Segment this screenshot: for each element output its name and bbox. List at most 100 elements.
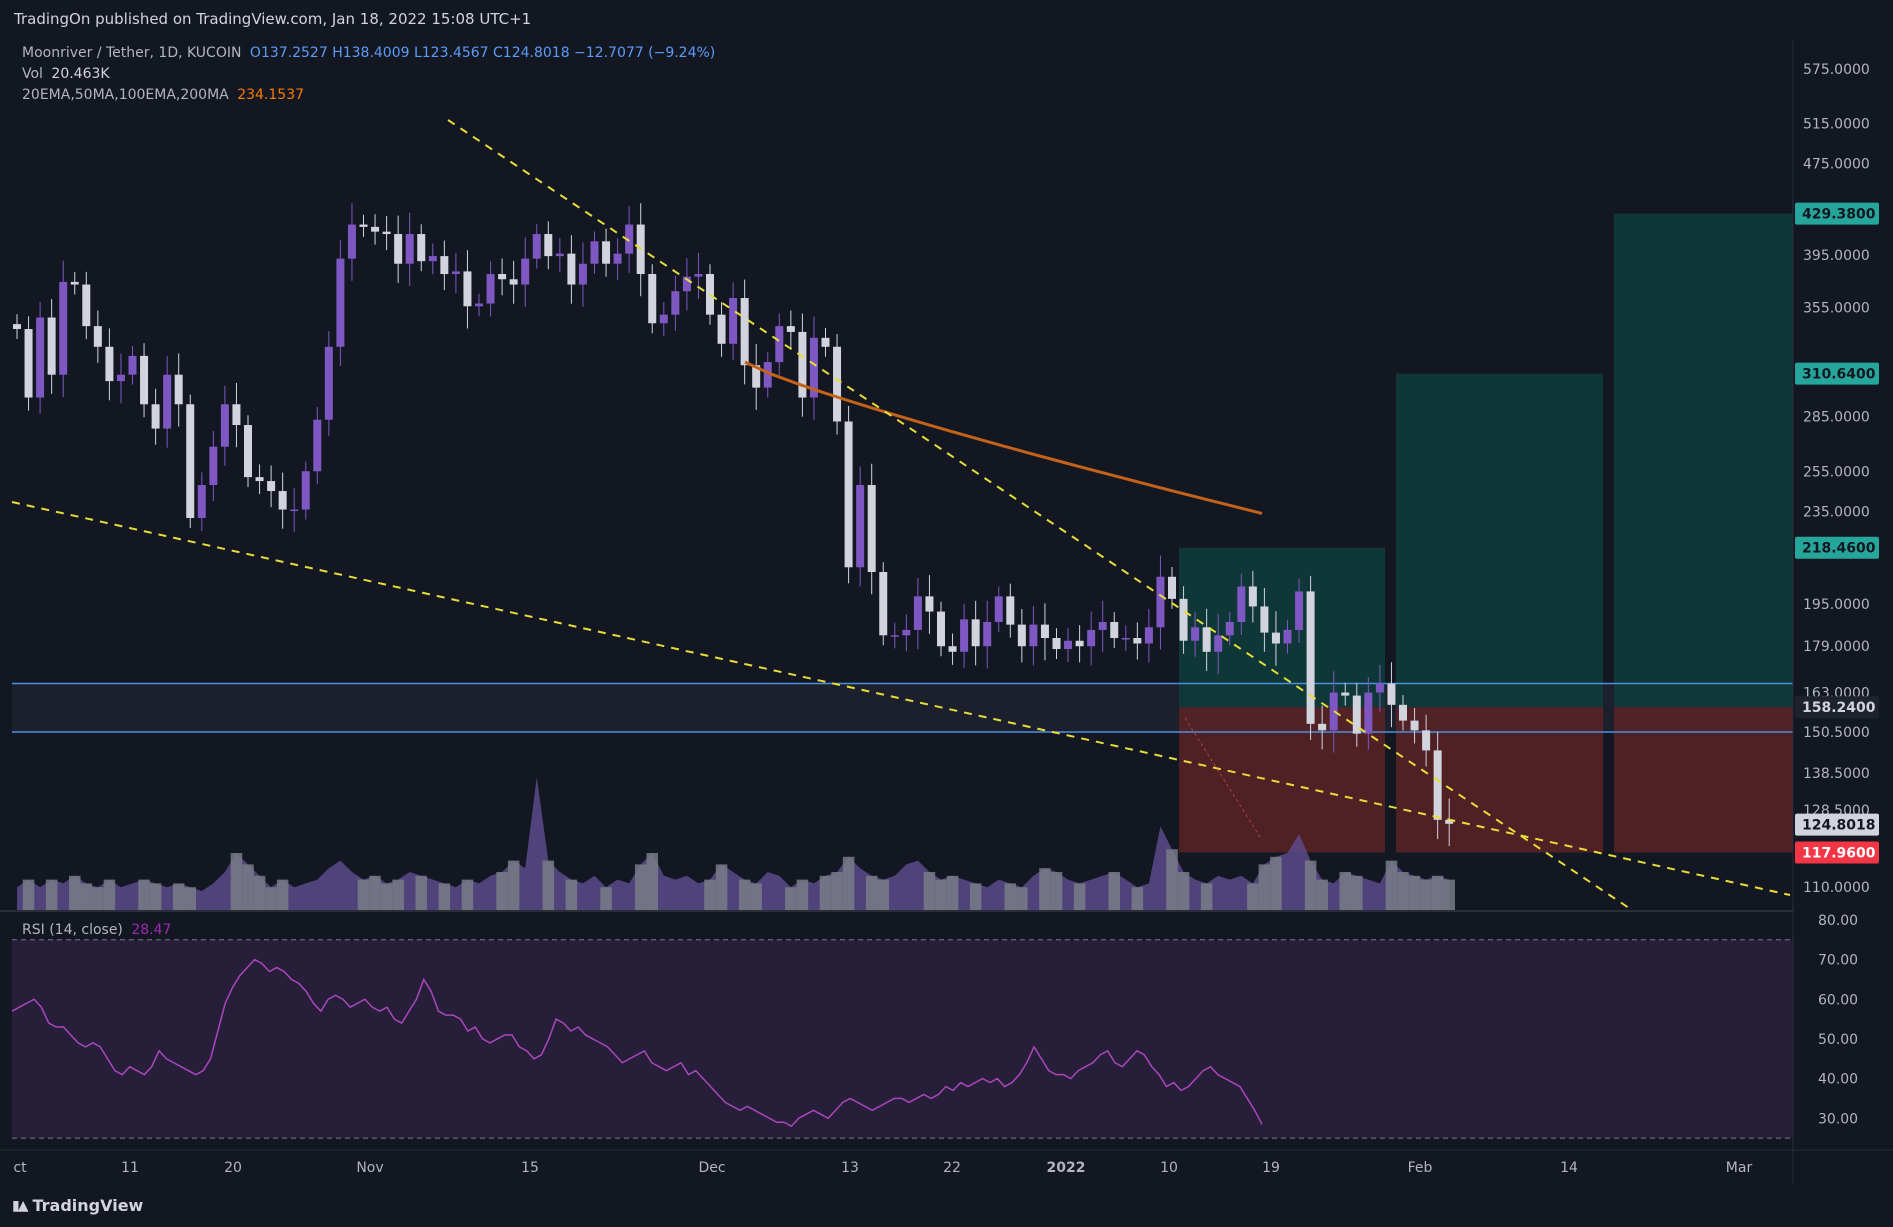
volume-bar bbox=[819, 875, 832, 910]
candle-body bbox=[290, 509, 299, 512]
rsi-tick-label: 40.00 bbox=[1818, 1072, 1858, 1088]
candle-body bbox=[1040, 624, 1049, 639]
candle-body bbox=[1075, 640, 1084, 647]
volume-bar bbox=[1200, 883, 1213, 910]
candle-body bbox=[625, 224, 634, 254]
volume-bar bbox=[1131, 887, 1144, 910]
candle-body bbox=[1144, 627, 1153, 644]
candle-body bbox=[475, 303, 483, 307]
rsi-layer bbox=[11, 939, 1793, 1139]
tradingview-logo[interactable]: ▮▲ TradingView bbox=[12, 1196, 143, 1215]
candle-body bbox=[1295, 591, 1304, 630]
volume-bar bbox=[1316, 879, 1328, 910]
candle-body bbox=[1283, 629, 1292, 644]
legend-symbol: Moonriver / Tether, 1D, KUCOIN bbox=[22, 45, 242, 61]
candle-body bbox=[1202, 627, 1211, 652]
time-tick-label: 13 bbox=[841, 1160, 859, 1176]
candle-body bbox=[36, 317, 45, 398]
rsi-tick-label: 50.00 bbox=[1818, 1032, 1858, 1048]
candle-body bbox=[706, 274, 714, 315]
candle-body bbox=[648, 274, 657, 324]
rsi-line bbox=[11, 958, 1263, 1128]
candle-body bbox=[24, 329, 33, 398]
time-tick-label: 22 bbox=[943, 1160, 961, 1176]
candle-body bbox=[567, 253, 576, 285]
legend-ma-label: 20EMA,50MA,100EMA,200MA bbox=[22, 87, 229, 103]
candle-body bbox=[1156, 576, 1165, 628]
candle-body bbox=[1133, 638, 1142, 644]
legend-ma-row: 20EMA,50MA,100EMA,200MA 234.1537 bbox=[22, 87, 308, 103]
descending-resistance-line bbox=[447, 119, 1633, 911]
candle-body bbox=[267, 481, 276, 492]
candle-body bbox=[578, 263, 587, 285]
volume-bar bbox=[184, 887, 197, 910]
candle-body bbox=[428, 256, 437, 262]
candle-body bbox=[1341, 692, 1350, 696]
time-tick-label: 19 bbox=[1262, 1160, 1280, 1176]
volume-bar bbox=[276, 879, 289, 910]
volume-bar bbox=[80, 883, 93, 910]
candle-body bbox=[948, 646, 957, 652]
candle-body bbox=[163, 374, 172, 429]
candle-body bbox=[1087, 629, 1096, 647]
volume-bar bbox=[1050, 872, 1063, 910]
volume-bar bbox=[138, 879, 150, 910]
candle-body bbox=[775, 326, 784, 363]
volume-bar bbox=[1166, 849, 1178, 910]
volume-bar bbox=[1004, 883, 1017, 910]
candle-body bbox=[763, 362, 772, 388]
volume-bar bbox=[738, 879, 751, 910]
volume-bar bbox=[172, 883, 185, 910]
candle-body bbox=[255, 477, 264, 482]
price-tick-label: 575.0000 bbox=[1803, 62, 1870, 78]
price-tag bbox=[1795, 813, 1879, 836]
time-tick-label: Feb bbox=[1408, 1160, 1433, 1176]
legend-vol-label: Vol bbox=[22, 66, 43, 82]
volume-bar bbox=[369, 875, 381, 910]
volume-bar bbox=[831, 872, 843, 910]
candle-body bbox=[1364, 692, 1373, 734]
volume-bar bbox=[1420, 879, 1432, 910]
candle-body bbox=[971, 619, 980, 647]
price-tag-label: 218.4600 bbox=[1802, 541, 1876, 557]
candle-body bbox=[555, 253, 564, 257]
volume-bar bbox=[1339, 872, 1352, 910]
price-tick-label: 235.0000 bbox=[1803, 505, 1870, 521]
price-tag-label: 429.3800 bbox=[1802, 207, 1876, 223]
volume-bar bbox=[715, 864, 728, 910]
candle-body bbox=[1410, 720, 1419, 731]
horizontal-levels-layer bbox=[12, 682, 1793, 733]
legend-ohlc: O137.2527 H138.4009 L123.4567 C124.8018 … bbox=[249, 45, 716, 61]
candle-body bbox=[382, 231, 391, 235]
price-tick-label: 395.0000 bbox=[1803, 248, 1870, 264]
volume-bar bbox=[92, 887, 104, 910]
candle-body bbox=[93, 326, 102, 347]
candle-body bbox=[405, 234, 414, 264]
legend-rsi-value: 28.47 bbox=[131, 922, 172, 938]
candle-body bbox=[1422, 730, 1431, 751]
volume-bar bbox=[935, 879, 947, 910]
candle-body bbox=[1318, 723, 1327, 731]
candle-body bbox=[359, 224, 368, 227]
candle-body bbox=[694, 274, 703, 277]
candle-body bbox=[197, 485, 206, 519]
stop-zone-1 bbox=[1396, 707, 1603, 853]
tradingview-mark-icon: ▮▲ bbox=[12, 1197, 29, 1214]
candle-body bbox=[1121, 638, 1130, 640]
candle-body bbox=[13, 324, 21, 330]
volume-bar bbox=[1247, 883, 1259, 910]
price-tick-label: 138.5000 bbox=[1803, 766, 1870, 782]
chart-background-layer bbox=[0, 40, 1893, 912]
price-tick-label: 475.0000 bbox=[1803, 157, 1870, 173]
price-tick-label: 515.0000 bbox=[1803, 117, 1870, 133]
candle-body bbox=[278, 491, 287, 510]
candle-body bbox=[937, 611, 945, 647]
candle-body bbox=[856, 485, 865, 568]
volume-bar bbox=[507, 860, 520, 910]
price-axis-panel bbox=[1793, 40, 1893, 1185]
rsi-tick-label: 70.00 bbox=[1818, 953, 1858, 969]
candle-body bbox=[983, 621, 992, 647]
candle-body bbox=[717, 314, 726, 344]
target-zone-0 bbox=[1179, 547, 1385, 708]
